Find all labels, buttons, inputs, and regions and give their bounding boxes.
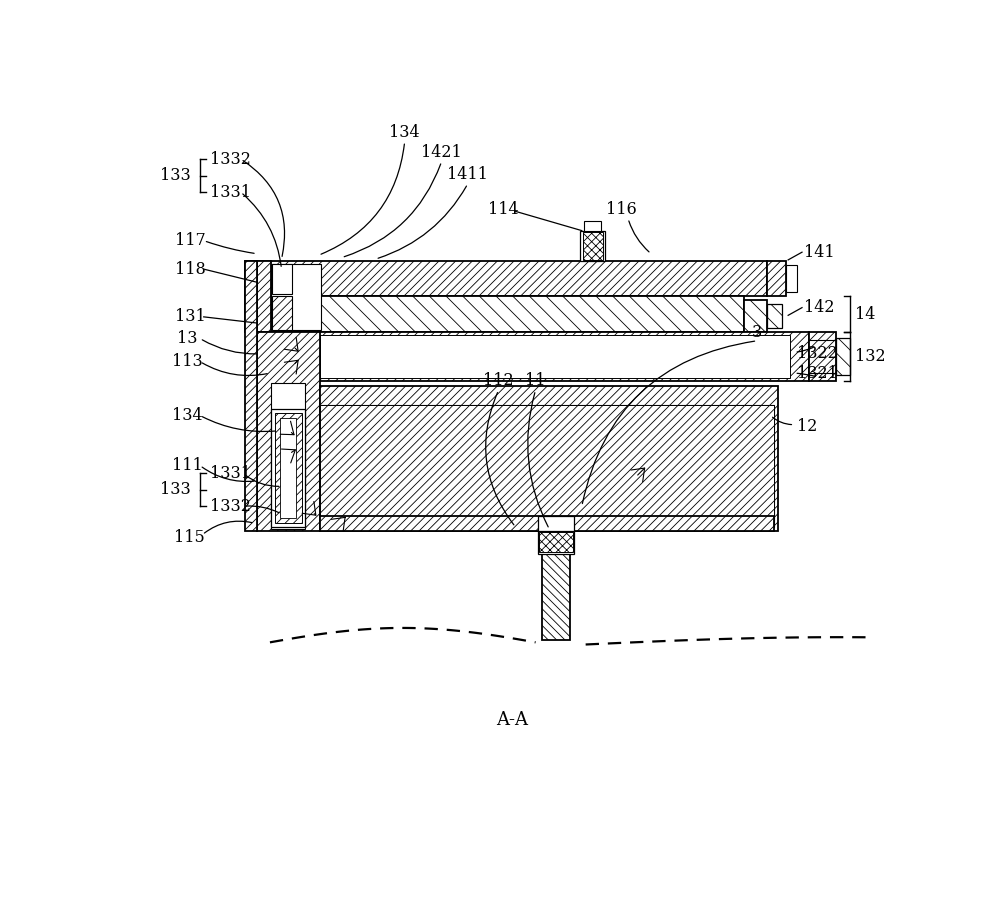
Text: 134: 134: [172, 407, 203, 424]
Text: 117: 117: [175, 232, 206, 249]
Bar: [538, 516, 574, 531]
Text: 1321: 1321: [797, 365, 838, 381]
Text: 132: 132: [855, 348, 886, 365]
Text: 111: 111: [172, 457, 203, 474]
Text: 113: 113: [172, 353, 203, 370]
Bar: [580, 231, 605, 262]
Bar: [272, 296, 292, 330]
Bar: [320, 335, 790, 378]
Text: 133: 133: [160, 481, 191, 498]
Text: 133: 133: [160, 167, 191, 184]
Bar: [584, 222, 601, 231]
Text: 114: 114: [488, 201, 519, 218]
Text: 1421: 1421: [421, 143, 462, 161]
Bar: [272, 263, 292, 294]
Bar: [245, 262, 257, 531]
Text: 11: 11: [525, 372, 546, 390]
Bar: [280, 419, 296, 518]
Bar: [767, 304, 782, 329]
Text: 12: 12: [797, 419, 818, 436]
Text: 134: 134: [389, 123, 420, 141]
Bar: [257, 262, 767, 296]
Text: 14: 14: [855, 306, 876, 322]
Text: 1332: 1332: [210, 151, 251, 167]
Text: 13: 13: [177, 330, 198, 347]
Bar: [539, 532, 573, 552]
Bar: [257, 262, 271, 332]
Text: 1411: 1411: [447, 166, 488, 183]
Bar: [271, 410, 305, 527]
Text: 118: 118: [175, 261, 206, 278]
Bar: [271, 383, 305, 528]
Text: 141: 141: [804, 243, 834, 261]
Bar: [836, 339, 850, 375]
Bar: [320, 516, 774, 531]
Text: 115: 115: [174, 528, 204, 546]
Bar: [275, 413, 302, 523]
Bar: [542, 531, 570, 640]
Bar: [245, 262, 257, 332]
Bar: [257, 296, 744, 332]
Bar: [257, 332, 809, 380]
Bar: [809, 332, 836, 380]
Bar: [320, 405, 774, 527]
Text: 1322: 1322: [797, 345, 838, 362]
Text: 116: 116: [606, 201, 637, 218]
Bar: [257, 332, 320, 531]
Bar: [786, 265, 797, 292]
Text: 1331: 1331: [210, 465, 251, 481]
Text: A-A: A-A: [496, 711, 528, 728]
Text: 142: 142: [804, 299, 834, 316]
Text: 1332: 1332: [210, 498, 251, 515]
Text: 131: 131: [175, 309, 206, 325]
Text: 3: 3: [752, 324, 762, 340]
Bar: [583, 232, 603, 260]
Bar: [320, 386, 778, 531]
Text: 112: 112: [483, 372, 514, 390]
Bar: [538, 531, 574, 554]
Bar: [320, 405, 774, 527]
Bar: [744, 300, 767, 332]
Text: 1331: 1331: [210, 183, 251, 201]
Bar: [767, 262, 786, 296]
Bar: [271, 263, 321, 330]
